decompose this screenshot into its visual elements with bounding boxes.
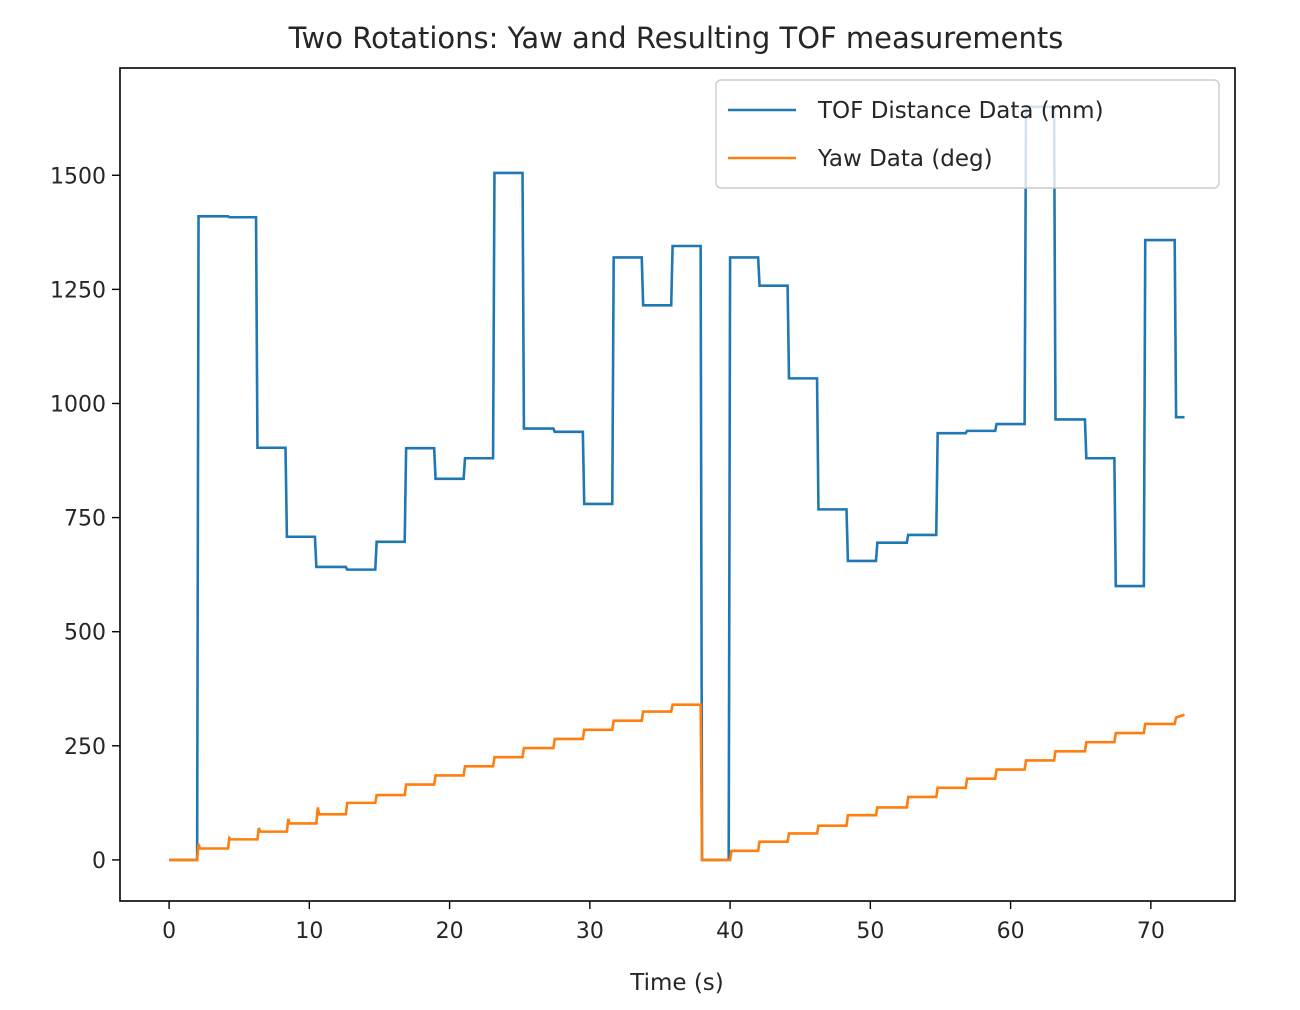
y-tick-label: 750 — [64, 507, 106, 532]
y-tick-label: 1500 — [50, 164, 106, 189]
legend: TOF Distance Data (mm) Yaw Data (deg) — [715, 79, 1220, 189]
series-layer — [169, 105, 1185, 862]
y-tick-label: 500 — [64, 621, 106, 646]
chart-title: Two Rotations: Yaw and Resulting TOF mea… — [288, 21, 1064, 55]
y-tick-label: 1250 — [50, 278, 106, 303]
x-tick-label: 50 — [856, 919, 884, 944]
series-line-1 — [169, 703, 1185, 862]
series-line-0 — [169, 105, 1185, 862]
x-tick-label: 70 — [1137, 919, 1165, 944]
y-tick-label: 0 — [92, 849, 106, 874]
x-tick-label: 40 — [716, 919, 744, 944]
legend-label-1: Yaw Data (deg) — [817, 146, 993, 172]
plot-frame — [119, 67, 1236, 902]
legend-label-0: TOF Distance Data (mm) — [817, 98, 1104, 124]
x-tick-label: 0 — [162, 919, 176, 944]
y-tick-label: 250 — [64, 735, 106, 760]
y-tick-label: 1000 — [50, 392, 106, 417]
y-axis: 0 250 500 750 1000 1250 1500 — [50, 164, 120, 874]
x-tick-label: 10 — [295, 919, 323, 944]
x-tick-label: 30 — [576, 919, 604, 944]
x-tick-label: 60 — [997, 919, 1025, 944]
x-tick-label: 20 — [436, 919, 464, 944]
x-axis-label: Time (s) — [629, 970, 724, 996]
x-axis: 0 10 20 30 40 50 60 70 — [162, 901, 1165, 944]
legend-box — [715, 79, 1220, 189]
